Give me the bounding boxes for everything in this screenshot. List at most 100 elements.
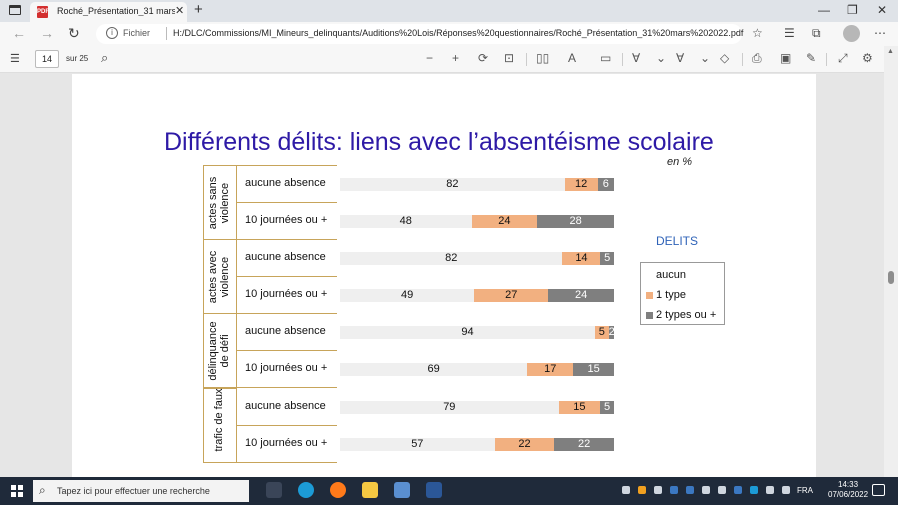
network-icon[interactable] (766, 486, 774, 494)
pdf-icon: PDF (37, 6, 49, 18)
url-field[interactable]: i Fichier H:/DLC/Commissions/MI_Mineurs_… (96, 24, 744, 44)
table-of-contents-icon[interactable]: ☰ (10, 53, 20, 65)
search-icon[interactable]: ⌕ (101, 50, 109, 65)
read-aloud-icon[interactable]: A (568, 51, 577, 65)
group-label: actes sans violence (207, 168, 231, 238)
rotate-icon[interactable]: ⟳ (478, 51, 489, 65)
search-placeholder: Tapez ici pour effectuer une recherche (57, 486, 210, 496)
edge-icon[interactable] (298, 482, 314, 498)
group-label-line2: violence (219, 182, 231, 223)
toolbar-divider (742, 53, 743, 66)
tray-icon[interactable] (734, 486, 742, 494)
eraser-icon[interactable]: ◇ (720, 51, 730, 65)
clock-date: 07/06/2022 (828, 490, 869, 499)
firefox-icon[interactable] (330, 482, 346, 498)
tray-icon[interactable] (622, 486, 630, 494)
tray-icon[interactable] (750, 486, 758, 494)
profile-avatar[interactable] (843, 25, 860, 42)
vertical-scrollbar[interactable] (884, 46, 898, 477)
row-label: aucune absence (245, 177, 326, 189)
tray-icon[interactable] (670, 486, 678, 494)
segment-2-types: 22 (554, 438, 614, 451)
segment-aucun: 94 (340, 326, 595, 339)
group-label-line1: trafic de faux (213, 388, 225, 451)
back-icon[interactable]: ← (12, 25, 26, 41)
new-tab-button[interactable]: + (194, 1, 203, 18)
info-icon[interactable]: i (106, 27, 118, 39)
draw-icon[interactable]: ∀ (632, 51, 641, 65)
scroll-up-icon[interactable]: ▲ (887, 48, 894, 55)
page-number-input[interactable]: 14 (35, 50, 59, 68)
row-label: aucune absence (245, 325, 326, 337)
tray-icon[interactable] (686, 486, 694, 494)
close-window-button[interactable]: ✕ (877, 3, 888, 17)
group-label-line1: délinquance (207, 320, 219, 381)
tab-pdf[interactable]: PDF Roché_Présentation_31 mars 2022.pdf … (30, 2, 187, 22)
stacked-bar: 94 5 2 (340, 326, 614, 339)
pdf-toolbar: ☰ 14 sur 25 ⌕ − + ⟳ ⊡ ▯▯ A ▭ ∀ ⌄ ∀ ⌄ ◇ ⎙… (0, 46, 898, 73)
settings-gear-icon[interactable]: ⚙ (862, 51, 873, 65)
word-icon[interactable] (426, 482, 442, 498)
fit-page-icon[interactable]: ⊡ (504, 51, 515, 65)
collections-icon[interactable]: ⧉ (812, 26, 821, 40)
toolbar-divider (526, 53, 527, 66)
forward-icon[interactable]: → (40, 25, 54, 41)
clock-time: 14:33 (838, 480, 859, 489)
chevron-down-icon[interactable]: ⌄ (700, 51, 711, 65)
tab-close-icon[interactable]: ✕ (175, 5, 185, 17)
stacked-bar: 57 22 22 (340, 438, 614, 451)
legend-swatch-2-types (646, 312, 653, 319)
language-indicator[interactable]: FRA (797, 486, 813, 495)
tab-strip: PDF Roché_Présentation_31 mars 2022.pdf … (0, 0, 898, 22)
notifications-icon[interactable] (872, 484, 885, 496)
tray-icon[interactable] (702, 486, 710, 494)
outlook-icon[interactable] (394, 482, 410, 498)
segment-1-type: 14 (562, 252, 601, 265)
segment-2-types: 6 (597, 178, 614, 191)
volume-icon[interactable] (718, 486, 726, 494)
taskbar-search-field[interactable]: ⌕ Tapez ici pour effectuer une recherche (33, 480, 249, 502)
scrollbar-thumb[interactable] (888, 271, 894, 284)
segment-2-types: 5 (600, 401, 614, 414)
file-explorer-icon[interactable] (362, 482, 378, 498)
segment-aucun: 82 (340, 252, 563, 265)
page-view-icon[interactable]: ▯▯ (536, 51, 550, 65)
battery-icon[interactable] (782, 486, 790, 494)
fullscreen-icon[interactable]: ⤢ (838, 51, 848, 65)
group-label: actes avec violence (207, 242, 231, 312)
save-as-icon[interactable]: ✎ (806, 51, 817, 65)
row-divider (236, 313, 337, 314)
zoom-out-icon[interactable]: − (426, 51, 434, 65)
zoom-in-icon[interactable]: + (452, 51, 460, 65)
more-menu-icon[interactable]: ⋯ (874, 26, 886, 40)
group-label-line1: actes avec (207, 250, 219, 303)
favorite-star-icon[interactable]: ☆ (752, 26, 763, 40)
tray-icon[interactable] (638, 486, 646, 494)
segment-2-types: 5 (600, 252, 614, 265)
tray-icon[interactable] (654, 486, 662, 494)
window-menu-icon[interactable] (9, 5, 21, 15)
start-button[interactable] (11, 485, 23, 497)
legend-item-2-types: 2 types ou + (656, 309, 717, 321)
row-divider (236, 239, 337, 240)
group-label: délinquance de défi (207, 316, 231, 386)
highlight-icon[interactable]: ∀ (676, 51, 685, 65)
immersive-reader-icon[interactable]: ▭ (600, 51, 612, 65)
clock[interactable]: 14:33 07/06/2022 (828, 480, 868, 500)
save-icon[interactable]: ▣ (780, 51, 792, 65)
minimize-button[interactable]: — (818, 3, 830, 17)
stacked-bar: 49 27 24 (340, 289, 614, 302)
row-label: 10 journées ou + (245, 362, 328, 374)
row-divider (236, 276, 337, 277)
favorites-list-icon[interactable]: ☰ (784, 26, 795, 40)
restore-button[interactable]: ❐ (847, 3, 858, 17)
refresh-icon[interactable]: ↻ (68, 25, 80, 41)
chevron-down-icon[interactable]: ⌄ (656, 51, 667, 65)
task-view-icon[interactable] (266, 482, 282, 498)
segment-aucun: 82 (340, 178, 565, 191)
stacked-bar: 69 17 15 (340, 363, 614, 376)
print-icon[interactable]: ⎙ (752, 51, 762, 65)
toolbar-divider (826, 53, 827, 66)
url-text[interactable]: H:/DLC/Commissions/MI_Mineurs_delinquant… (173, 28, 744, 38)
url-divider (166, 27, 167, 40)
